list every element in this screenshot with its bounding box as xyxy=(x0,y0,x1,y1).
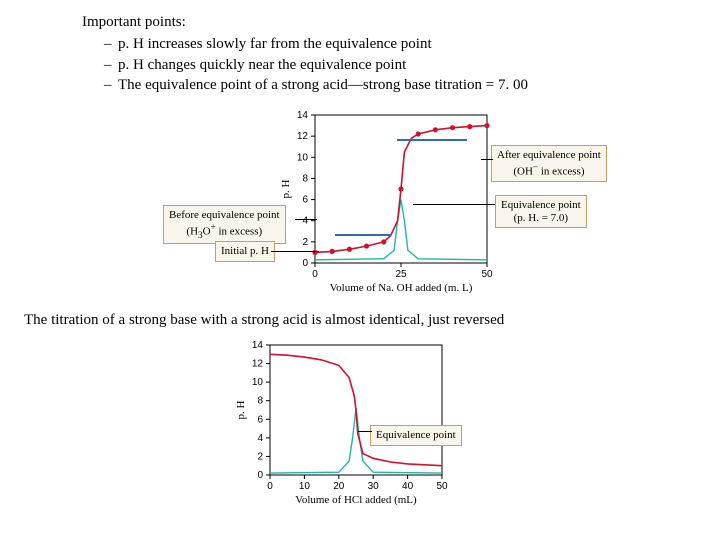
intro: Important points: p. H increases slowly … xyxy=(82,12,702,95)
svg-text:12: 12 xyxy=(252,359,264,370)
bullet-item: p. H increases slowly far from the equiv… xyxy=(104,34,702,54)
callout-connector xyxy=(413,204,495,205)
titration-chart-2: 0 2 4 6 8 10 12 14 0 10 20 30 40 50 Volume of HCl adde… xyxy=(230,335,490,510)
svg-text:p. H: p. H xyxy=(280,179,292,198)
callout-before: Before equivalence point(H3O+ in excess) xyxy=(163,205,286,244)
svg-text:6: 6 xyxy=(302,195,308,206)
svg-text:Volume of HCl added (mL): Volume of HCl added (mL) xyxy=(295,494,417,506)
svg-text:20: 20 xyxy=(333,481,345,492)
svg-text:50: 50 xyxy=(481,269,493,280)
svg-text:8: 8 xyxy=(257,396,263,407)
callout-equiv: Equivalence point(p. H. = 7.0) xyxy=(495,195,587,228)
callout-connector xyxy=(295,219,317,220)
svg-text:14: 14 xyxy=(297,110,309,121)
highlight-segment xyxy=(397,139,467,141)
bullet-item: The equivalence point of a strong acid—s… xyxy=(104,75,702,95)
svg-text:2: 2 xyxy=(257,451,263,462)
svg-text:10: 10 xyxy=(252,377,264,388)
svg-text:0: 0 xyxy=(257,470,263,481)
svg-text:2: 2 xyxy=(302,237,308,248)
highlight-segment xyxy=(335,234,391,236)
svg-text:25: 25 xyxy=(395,269,407,280)
callout-initial: Initial p. H xyxy=(215,241,275,262)
callout-equiv: Equivalence point xyxy=(370,425,462,446)
svg-text:30: 30 xyxy=(368,481,380,492)
svg-text:8: 8 xyxy=(302,173,308,184)
svg-text:0: 0 xyxy=(302,258,308,269)
callout-after: After equivalence point(OH− in excess) xyxy=(491,145,607,182)
titration-chart-1: 0 2 4 6 8 10 12 14 0 25 50 Volume of Na. OH added (… xyxy=(145,101,575,301)
svg-text:6: 6 xyxy=(257,414,263,425)
bullet-item: p. H changes quickly near the equivalenc… xyxy=(104,55,702,75)
svg-text:p. H: p. H xyxy=(235,400,247,419)
svg-text:10: 10 xyxy=(299,481,311,492)
between-text: The titration of a strong base with a st… xyxy=(24,312,702,329)
svg-text:10: 10 xyxy=(297,152,309,163)
intro-heading: Important points: xyxy=(82,12,702,32)
svg-text:40: 40 xyxy=(402,481,414,492)
callout-connector xyxy=(271,251,319,252)
svg-text:4: 4 xyxy=(257,433,263,444)
svg-text:4: 4 xyxy=(302,216,308,227)
svg-text:0: 0 xyxy=(267,481,273,492)
svg-text:14: 14 xyxy=(252,340,264,351)
svg-text:0: 0 xyxy=(312,269,318,280)
callout-connector xyxy=(481,159,493,160)
callout-connector xyxy=(358,431,372,432)
intro-bullets: p. H increases slowly far from the equiv… xyxy=(104,34,702,95)
svg-text:12: 12 xyxy=(297,131,309,142)
svg-text:50: 50 xyxy=(436,481,448,492)
svg-text:Volume of Na. OH added (m. L): Volume of Na. OH added (m. L) xyxy=(330,282,473,294)
